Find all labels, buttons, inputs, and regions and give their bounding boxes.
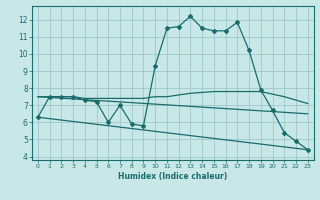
X-axis label: Humidex (Indice chaleur): Humidex (Indice chaleur) bbox=[118, 172, 228, 181]
